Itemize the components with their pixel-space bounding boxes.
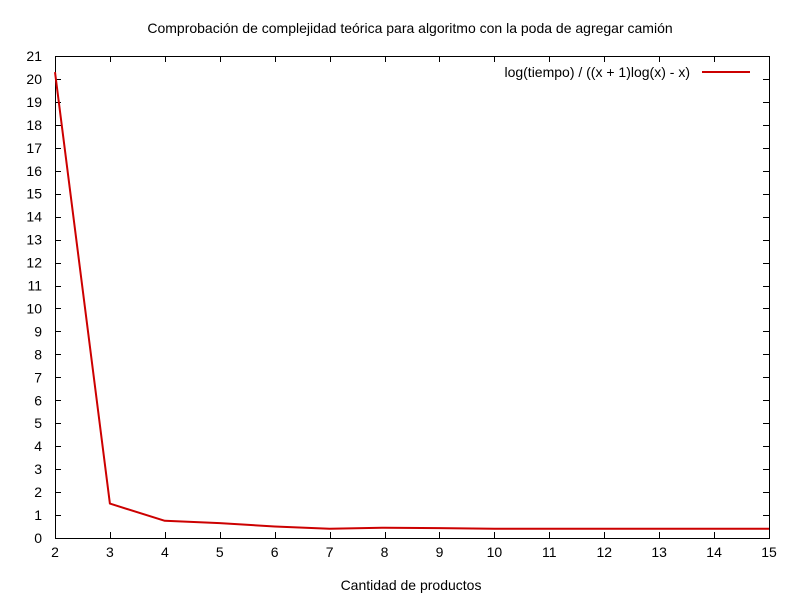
legend: log(tiempo) / ((x + 1)log(x) - x) — [504, 64, 750, 80]
y-tick-label: 21 — [26, 48, 42, 64]
y-tick-label: 7 — [34, 369, 42, 385]
y-tick-label: 11 — [27, 278, 42, 294]
series-line — [54, 71, 769, 530]
x-tick-label: 14 — [706, 544, 722, 560]
x-tick-label: 15 — [761, 544, 777, 560]
x-tick-label: 5 — [216, 544, 224, 560]
y-tick-label: 10 — [26, 300, 42, 316]
x-axis: 2 3 4 5 6 7 8 9 10 11 12 13 14 15 — [51, 56, 777, 560]
y-tick-label: 6 — [34, 392, 42, 408]
x-tick-label: 11 — [542, 544, 557, 560]
y-tick-label: 5 — [34, 415, 42, 431]
legend-label: log(tiempo) / ((x + 1)log(x) - x) — [504, 64, 690, 80]
plot-frame — [55, 56, 770, 539]
y-tick-label: 15 — [26, 186, 42, 202]
x-tick-label: 12 — [596, 544, 612, 560]
y-tick-label: 4 — [34, 438, 42, 454]
y-tick-label: 8 — [34, 346, 42, 362]
x-tick-label: 2 — [51, 544, 59, 560]
y-tick-label: 18 — [26, 117, 42, 133]
y-tick-label: 0 — [34, 530, 42, 546]
x-tick-label: 10 — [487, 544, 503, 560]
series-layer — [54, 71, 769, 530]
y-tick-label: 13 — [26, 232, 42, 248]
y-tick-label: 2 — [34, 484, 42, 500]
y-tick-label: 14 — [26, 209, 42, 225]
x-tick-label: 8 — [381, 544, 389, 560]
x-tick-label: 6 — [271, 544, 279, 560]
y-tick-label: 9 — [34, 323, 42, 339]
y-tick-label: 12 — [26, 255, 42, 271]
y-tick-label: 1 — [34, 507, 42, 523]
x-tick-label: 7 — [326, 544, 334, 560]
y-tick-label: 16 — [26, 163, 42, 179]
y-tick-label: 20 — [26, 71, 42, 87]
chart-title: Comprobación de complejidad teórica para… — [147, 20, 672, 36]
y-tick-label: 19 — [26, 94, 42, 110]
y-tick-label: 17 — [26, 140, 42, 156]
x-tick-label: 3 — [106, 544, 114, 560]
x-tick-label: 4 — [161, 544, 169, 560]
x-tick-label: 13 — [651, 544, 667, 560]
y-tick-label: 3 — [34, 461, 42, 477]
x-tick-label: 9 — [436, 544, 444, 560]
x-axis-label: Cantidad de productos — [341, 577, 482, 593]
